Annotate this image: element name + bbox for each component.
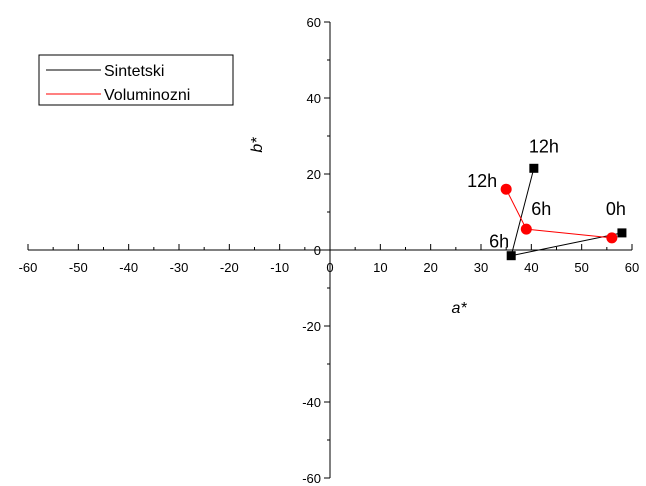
y-axis-title: b* [249,137,266,153]
y-tick-label: 0 [314,243,321,258]
point-labels: 0h 6h 12h 6h 12h [467,136,626,251]
legend-label-sintetski: Sintetski [104,63,164,80]
x-tick-label: -50 [69,260,88,275]
x-axis-title: a* [451,300,467,317]
x-tick-label: 10 [373,260,387,275]
point-label: 12h [467,171,497,191]
point-label: 0h [606,199,626,219]
y-tick-label: -60 [302,471,321,486]
point-sintetski [529,163,539,173]
point-sintetski [617,228,627,238]
x-tick-label: 40 [524,260,538,275]
y-ticks: -60 -40 -20 0 20 40 60 [302,15,330,486]
y-tick-label: 40 [307,91,321,106]
x-tick-label: -30 [170,260,189,275]
legend-label-voluminozni: Voluminozni [104,87,190,104]
point-label: 6h [531,199,551,219]
point-label: 12h [529,136,559,156]
x-tick-label: -60 [19,260,38,275]
x-ticks: -60 -50 -40 -30 -20 -10 0 10 20 30 40 50 60 [19,244,639,275]
legend-box [38,54,234,106]
x-tick-label: 60 [625,260,639,275]
legend: Sintetski Voluminozni [38,54,234,106]
point-sintetski [506,251,516,261]
x-tick-label: -10 [270,260,289,275]
point-voluminozni [520,223,532,235]
x-tick-label: -40 [119,260,138,275]
point-voluminozni [500,183,512,195]
point-label: 6h [489,232,509,252]
x-tick-label: 30 [474,260,488,275]
y-tick-label: 20 [307,167,321,182]
axes: -60 -50 -40 -30 -20 -10 0 10 20 30 40 50 60 -60 -40 -2… [19,15,640,486]
x-tick-label: -20 [220,260,239,275]
y-tick-label: -20 [302,319,321,334]
point-voluminozni [606,232,618,244]
y-tick-label: -40 [302,395,321,410]
y-tick-label: 60 [307,15,321,30]
x-tick-label: 50 [574,260,588,275]
series-layer [500,163,627,261]
x-tick-label: 20 [423,260,437,275]
x-tick-label: 0 [326,260,333,275]
